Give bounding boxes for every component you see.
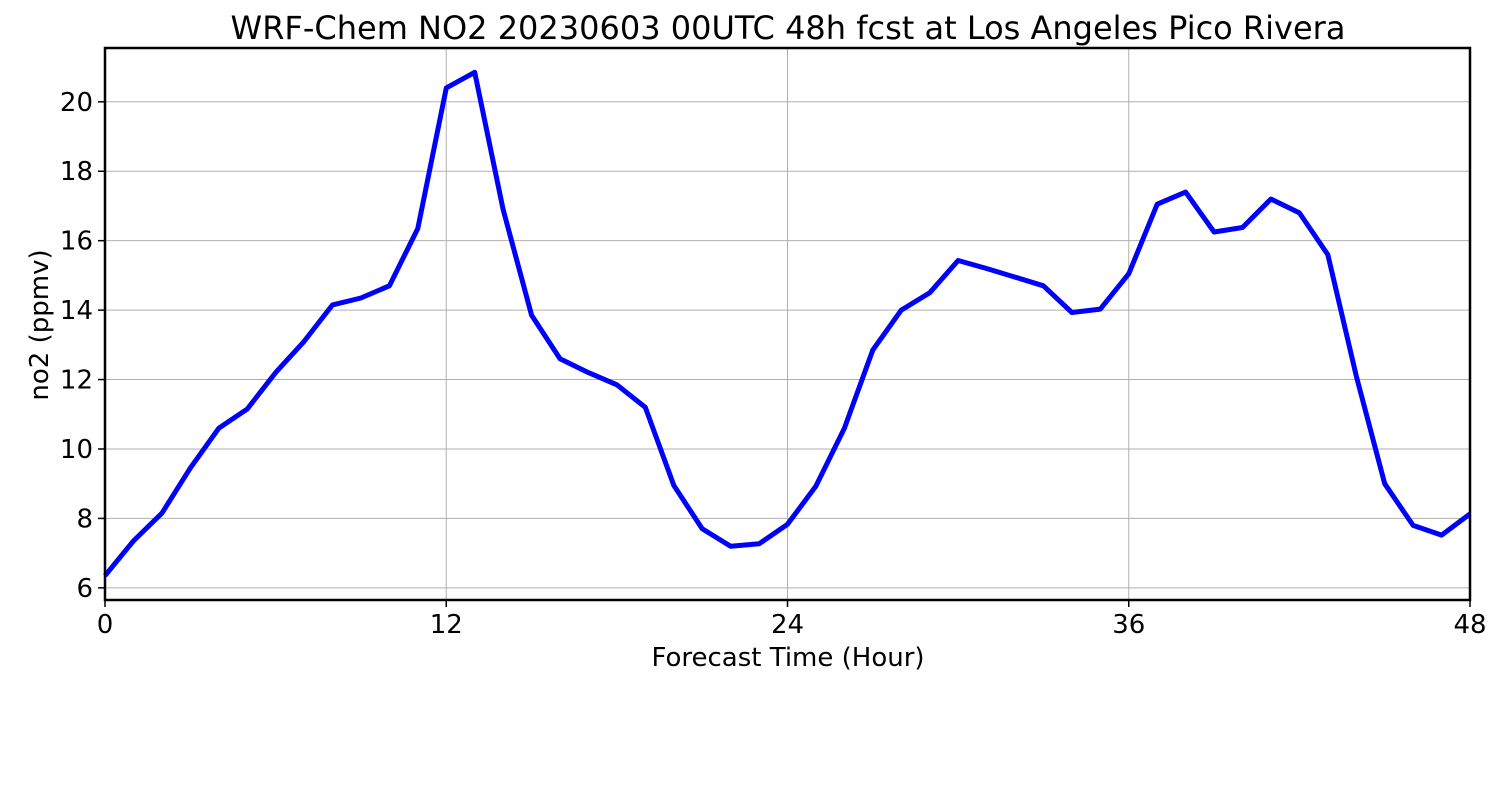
y-tick-label: 14 [60,296,93,326]
y-tick-label: 16 [60,227,93,257]
x-tick-label: 48 [1453,610,1486,640]
y-tick-label: 20 [60,88,93,118]
series-line [103,69,1472,578]
chart-title: WRF-Chem NO2 20230603 00UTC 48h fcst at … [231,9,1346,47]
tick-layer: 0 12 24 36 48 6 8 10 12 14 16 18 20 [60,88,1487,640]
y-tick-label: 18 [60,157,93,187]
x-axis-label: Forecast Time (Hour) [651,643,924,673]
x-tick-label: 36 [1112,610,1145,640]
y-tick-label: 8 [76,504,93,534]
x-tick-label: 24 [771,610,804,640]
y-tick-label: 12 [60,366,93,396]
x-tick-label: 0 [97,610,114,640]
grid-lines [104,48,1471,600]
x-tick-label: 12 [430,610,463,640]
series-layer [103,69,1472,578]
y-tick-label: 6 [76,574,93,604]
y-axis-label: no2 (ppmv) [25,249,55,400]
y-tick-label: 10 [60,435,93,465]
